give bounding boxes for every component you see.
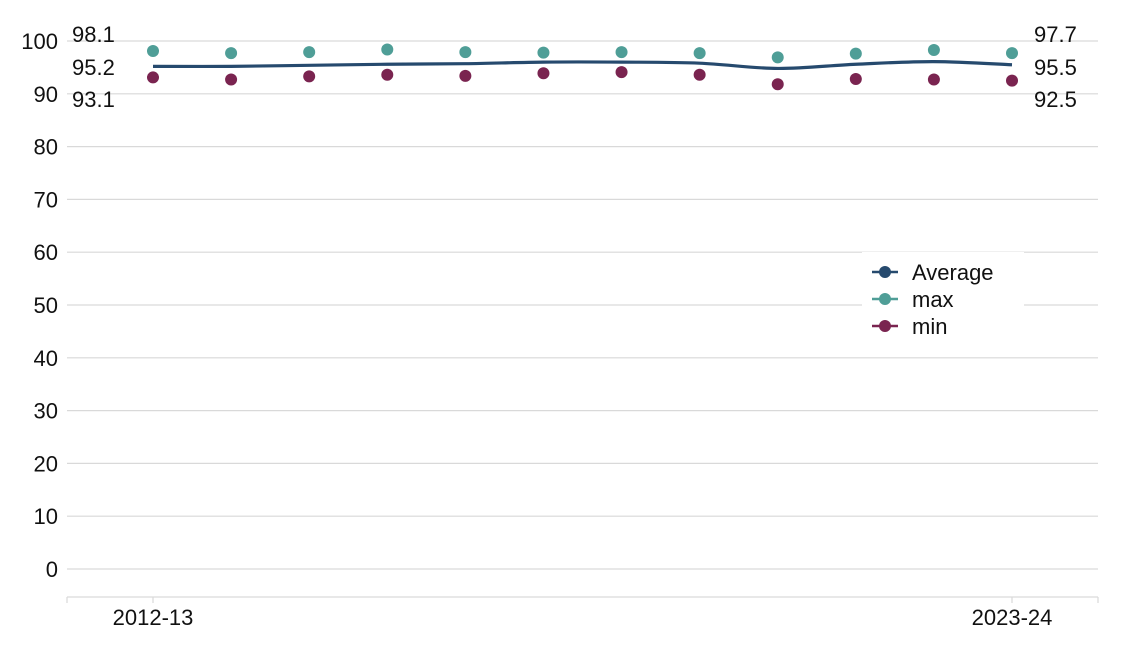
legend-key-dot-max [879,293,891,305]
point-min-3 [381,68,394,81]
gridlines [67,40,1098,570]
y-tick-label-70: 70 [34,187,58,212]
end-label-right-average: 95.5 [1034,55,1077,80]
point-min-9 [849,73,862,86]
point-max-10 [927,43,940,56]
point-max-1 [225,47,238,60]
point-max-4 [459,46,472,59]
point-max-9 [849,47,862,60]
end-labels: 98.1 95.2 93.1 97.7 95.5 92.5 [72,22,1077,112]
end-label-left-min: 93.1 [72,87,115,112]
x-tick-label-1: 2023-24 [972,605,1053,630]
legend-key-dot-average [879,266,891,278]
point-max-5 [537,46,550,59]
y-tick-label-60: 60 [34,240,58,265]
point-max-7 [693,47,706,60]
point-min-5 [537,67,550,80]
point-min-6 [615,66,628,79]
end-label-left-max: 98.1 [72,22,115,47]
point-min-8 [771,78,784,91]
point-min-1 [225,73,238,86]
legend-label-average: Average [912,260,994,285]
point-max-2 [303,46,316,59]
point-min-10 [927,73,940,86]
point-max-3 [381,43,394,56]
y-tick-label-100: 100 [21,29,58,54]
legend-label-min: min [912,314,947,339]
axes: 0 10 20 30 40 50 60 70 80 90 100 2012-13 2023-24 [21,29,1099,630]
point-max-8 [771,51,784,64]
point-max-0 [147,45,159,58]
y-tick-label-0: 0 [46,557,58,582]
end-label-right-min: 92.5 [1034,87,1077,112]
y-tick-label-90: 90 [34,82,58,107]
end-label-left-average: 95.2 [72,55,115,80]
point-min-4 [459,69,472,82]
point-max-6 [615,46,628,59]
legend-key-dot-min [879,320,891,332]
point-min-11 [1006,74,1018,87]
y-tick-label-50: 50 [34,293,58,318]
y-tick-label-80: 80 [34,135,58,160]
x-tick-label-0: 2012-13 [113,605,194,630]
end-label-right-max: 97.7 [1034,22,1077,47]
point-min-7 [693,68,706,81]
y-tick-label-10: 10 [34,504,58,529]
y-tick-label-40: 40 [34,346,58,371]
y-tick-label-30: 30 [34,399,58,424]
series-line-average [152,59,1013,71]
point-min-0 [147,71,159,84]
y-tick-label-20: 20 [34,451,58,476]
point-min-2 [303,70,316,83]
point-max-11 [1006,47,1018,60]
legend-label-max: max [912,287,954,312]
series-layer [147,43,1018,91]
